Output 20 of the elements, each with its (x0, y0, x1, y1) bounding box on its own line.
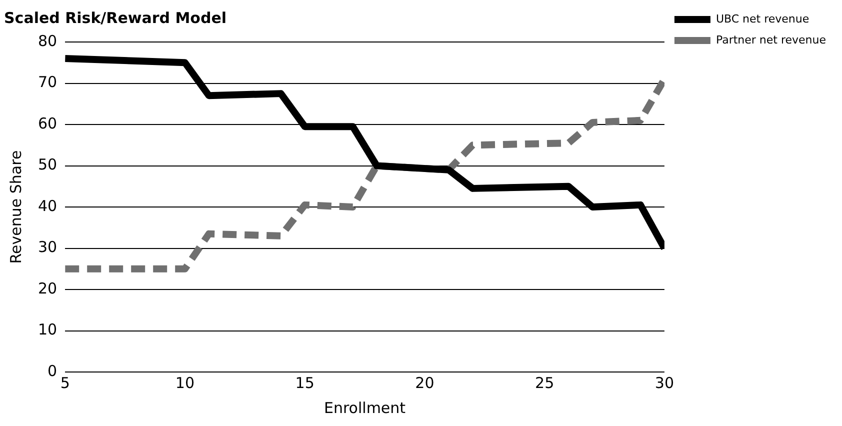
x-axis-title: Enrollment (324, 398, 406, 417)
x-tick-label: 5 (60, 374, 70, 392)
x-tick-label: 20 (415, 374, 434, 392)
x-tick-label: 30 (654, 374, 674, 392)
y-tick-label: 30 (38, 238, 58, 256)
y-tick-label: 0 (48, 362, 58, 380)
y-tick-label: 10 (38, 320, 58, 339)
y-tick-label: 40 (38, 196, 58, 215)
y-tick-label: 80 (38, 32, 58, 50)
y-tick-label: 50 (38, 156, 58, 174)
x-tick-label: 15 (295, 374, 314, 392)
legend-label: Partner net revenue (716, 33, 826, 46)
chart-title: Scaled Risk/Reward Model (4, 8, 227, 27)
y-tick-label: 20 (38, 279, 58, 298)
y-axis-title: Revenue Share (6, 150, 25, 264)
y-tick-label: 70 (38, 73, 58, 92)
x-tick-label: 10 (175, 374, 195, 392)
x-tick-label: 25 (535, 374, 554, 392)
legend-label: UBC net revenue (716, 12, 810, 26)
y-tick-label: 60 (38, 114, 58, 132)
